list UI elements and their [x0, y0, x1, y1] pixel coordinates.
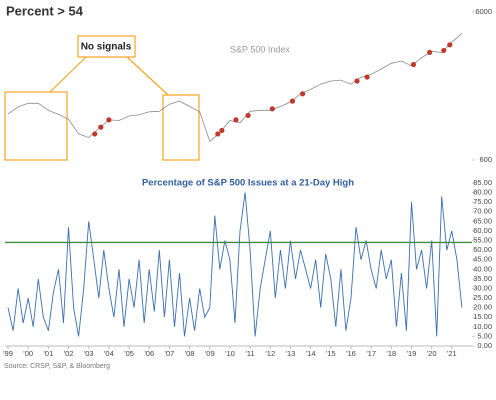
x-tick-label: '18 [386, 349, 396, 358]
source: Source: CRSP, S&P, & Bloomberg [4, 363, 110, 370]
x-tick-label: '17 [366, 349, 376, 358]
y-tick-label: 50.00 [473, 245, 492, 254]
x-tick-label: '00 [23, 349, 33, 358]
y-tick-label: 80.00 [473, 188, 492, 197]
x-tick-label: '07 [165, 349, 175, 358]
y-tick-label: 35.00 [473, 274, 492, 283]
signal-dot [269, 106, 275, 112]
y-tick-label: 20.00 [473, 303, 492, 312]
signal-dot [427, 49, 433, 56]
x-tick-label: '15 [326, 349, 336, 358]
x-tick-label: '16 [346, 349, 356, 358]
chart-title: Percent > 54 [6, 3, 84, 18]
signal-dot [233, 117, 239, 123]
signal-dot [245, 112, 251, 119]
highlight-box [4, 91, 68, 161]
x-tick-label: '06 [144, 349, 154, 358]
x-tick-label: '20 [427, 349, 437, 358]
y-tick-label: 600 [479, 155, 492, 164]
x-tick-label: '01 [43, 349, 53, 358]
x-tick-label: '12 [265, 349, 275, 358]
signal-dot [441, 47, 447, 54]
annotation: No signals [81, 42, 132, 53]
y-tick-label: 85.00 [473, 178, 492, 187]
x-tick-label: '05 [124, 349, 134, 358]
y-tick-label: 70.00 [473, 207, 492, 216]
highlight-box [162, 94, 200, 161]
y-tick-label: 40.00 [473, 264, 492, 273]
y-tick-label: 0.00 [477, 341, 492, 350]
signal-dot [364, 74, 370, 80]
y-tick-label: 10.00 [473, 322, 492, 331]
signal-dot [447, 42, 453, 48]
y-tick-label: 30.00 [473, 283, 492, 292]
y-tick-label: 6000 [475, 7, 492, 16]
x-tick-label: '08 [185, 349, 195, 358]
x-tick-label: '21 [447, 349, 457, 358]
signal-dot [106, 117, 112, 123]
y-tick-label: 45.00 [473, 255, 492, 264]
signal-dot [289, 98, 296, 104]
x-tick-label: '11 [245, 349, 254, 358]
signal-dot [219, 127, 225, 134]
data-line [7, 192, 463, 337]
x-tick-label: '03 [84, 349, 94, 358]
x-tick-label: '14 [306, 349, 316, 358]
x-tick-label: '99 [3, 349, 13, 358]
arrow [126, 56, 169, 96]
y-tick-label: 55.00 [473, 236, 492, 245]
x-tick-label: '19 [407, 349, 417, 358]
signal-dot [92, 131, 98, 137]
y-tick-label: 15.00 [473, 312, 492, 321]
x-tick-label: '13 [286, 349, 296, 358]
signal-dot [215, 131, 221, 137]
x-tick-label: '10 [225, 349, 235, 358]
signal-dot [354, 78, 360, 84]
signal-dot [299, 91, 306, 97]
panel-title: Percentage of S&P 500 Issues at a 21-Day… [142, 178, 354, 189]
y-tick-label: 65.00 [473, 216, 492, 225]
y-tick-label: 60.00 [473, 226, 492, 235]
annotation-box [77, 35, 136, 58]
y-tick-label: 5.00 [477, 331, 492, 340]
x-tick-label: '04 [104, 349, 114, 358]
y-tick-label: 75.00 [473, 197, 492, 206]
y-tick-label: 25.00 [473, 293, 492, 302]
x-tick-label: '02 [64, 349, 74, 358]
arrow [49, 56, 87, 93]
signal-dot [410, 61, 417, 68]
x-tick-label: '09 [205, 349, 215, 358]
series-label: S&P 500 Index [230, 44, 290, 54]
signal-dot [98, 124, 104, 130]
